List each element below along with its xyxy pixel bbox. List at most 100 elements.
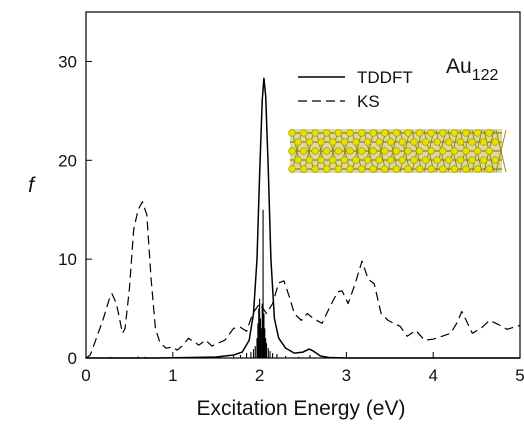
gold-atom: [462, 165, 470, 173]
gold-atom: [357, 165, 366, 173]
x-axis-title: Excitation Energy (eV): [197, 397, 406, 420]
gold-atom: [299, 165, 308, 173]
cluster-bond: [363, 129, 375, 173]
series-line-ks: [85, 201, 521, 359]
gold-atom: [299, 147, 308, 155]
gold-atom: [317, 138, 325, 146]
gold-atom: [410, 138, 418, 146]
gold-atom: [311, 165, 319, 173]
gold-atom: [323, 165, 331, 173]
gold-atom: [329, 156, 337, 164]
x-tick-label-2: 2: [255, 366, 264, 385]
gold-atom: [334, 129, 343, 137]
cluster-bond: [351, 129, 363, 173]
gold-atom: [294, 138, 302, 146]
gold-atom: [346, 165, 354, 173]
plot-area: [86, 12, 520, 358]
y-tick-label-2: 20: [58, 151, 77, 170]
cluster-bond: [303, 129, 315, 173]
gold-atom: [421, 156, 430, 164]
x-tick-labels: 0 1 2 3 4 5: [81, 366, 524, 385]
gold-atom: [392, 165, 401, 173]
cluster-bond: [339, 129, 351, 173]
cluster-bond: [327, 129, 339, 173]
gold-atom: [357, 129, 366, 137]
gold-atom: [323, 147, 331, 155]
gold-atom: [375, 138, 383, 146]
gold-atom: [473, 129, 482, 137]
gold-atom: [369, 147, 377, 155]
gold-atom: [473, 147, 482, 155]
y-axis-title: f: [28, 174, 36, 197]
gold-atom: [398, 156, 407, 164]
cluster-bond: [375, 129, 387, 173]
gold-atom: [381, 147, 389, 155]
gold-atom: [427, 165, 435, 173]
axis-ticks: [85, 60, 521, 359]
x-tick-label-0: 0: [81, 366, 90, 385]
gold-atom: [387, 156, 395, 164]
gold-atom: [311, 129, 319, 137]
annotation-subscript: 122: [472, 67, 499, 84]
gold-atom: [485, 129, 493, 137]
gold-atom: [392, 129, 401, 137]
cluster-bond: [291, 129, 303, 173]
gold-atom: [415, 165, 424, 173]
gold-atom: [462, 147, 470, 155]
gold-atom: [299, 129, 308, 137]
gold-atom: [375, 156, 383, 164]
gold-atom: [450, 147, 459, 155]
gold-atom: [369, 129, 377, 137]
x-tick-label-3: 3: [342, 366, 351, 385]
gold-atom: [415, 147, 424, 155]
y-tick-label-0: 0: [68, 349, 77, 368]
gold-atom: [369, 165, 377, 173]
x-tick-label-1: 1: [168, 366, 177, 385]
gold-atom: [479, 156, 488, 164]
gold-atom: [404, 147, 412, 155]
y-tick-label-3: 30: [58, 52, 77, 71]
gold-atom: [410, 156, 418, 164]
gold-atom: [404, 165, 412, 173]
gold-atom: [433, 156, 441, 164]
gold-atom: [473, 165, 482, 173]
gold-atom: [346, 147, 354, 155]
gold-atom: [311, 147, 319, 155]
gold-atom: [398, 138, 407, 146]
gold-atom: [439, 129, 447, 137]
gold-atom: [491, 138, 499, 146]
gold-atom: [381, 129, 389, 137]
gold-atom: [485, 147, 493, 155]
gold-atom: [445, 156, 453, 164]
gold-atom: [317, 156, 325, 164]
gold-atom: [352, 138, 360, 146]
x-tick-label-4: 4: [428, 366, 437, 385]
gold-atom: [491, 156, 499, 164]
cluster-bond: [495, 129, 507, 173]
gold-atom: [288, 147, 296, 155]
gold-atom: [363, 138, 372, 146]
gold-atom: [305, 138, 314, 146]
gold-atom: [456, 156, 465, 164]
gold-atom: [294, 156, 302, 164]
gold-atom: [334, 147, 343, 155]
gold-atom: [288, 165, 296, 173]
cluster-bond: [315, 129, 327, 173]
gold-atom: [439, 165, 447, 173]
gold-atom: [462, 129, 470, 137]
gold-atom: [427, 129, 435, 137]
gold-atom: [288, 129, 296, 137]
gold-atom: [450, 129, 459, 137]
gold-atom: [346, 129, 354, 137]
x-tick-label-5: 5: [515, 366, 524, 385]
gold-atom: [427, 147, 435, 155]
gold-atom: [439, 147, 447, 155]
annotation-main: Au: [446, 55, 472, 78]
gold-atom: [404, 129, 412, 137]
gold-atom: [445, 138, 453, 146]
plot-frame: [85, 11, 521, 359]
gold-atom: [329, 138, 337, 146]
gold-atom: [352, 156, 360, 164]
gold-atom: [415, 129, 424, 137]
